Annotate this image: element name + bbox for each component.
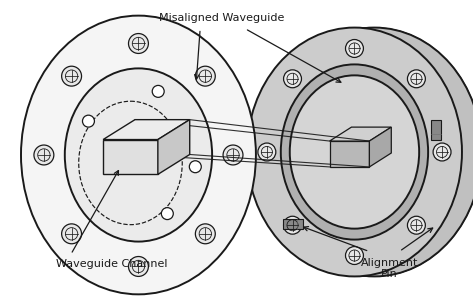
Circle shape <box>283 70 301 88</box>
Text: Waveguide Channel: Waveguide Channel <box>56 259 167 269</box>
Ellipse shape <box>281 65 428 240</box>
Circle shape <box>152 85 164 97</box>
Circle shape <box>62 66 82 86</box>
Circle shape <box>62 224 82 244</box>
Bar <box>103 140 158 175</box>
Circle shape <box>258 143 276 161</box>
Circle shape <box>34 145 54 165</box>
Ellipse shape <box>21 16 256 294</box>
Circle shape <box>223 145 243 165</box>
Circle shape <box>161 208 173 220</box>
Ellipse shape <box>247 28 462 276</box>
Polygon shape <box>283 219 303 229</box>
Ellipse shape <box>267 28 474 276</box>
Circle shape <box>283 216 301 234</box>
Polygon shape <box>431 120 441 140</box>
Circle shape <box>128 257 148 276</box>
Circle shape <box>408 70 425 88</box>
Circle shape <box>346 39 364 58</box>
Circle shape <box>189 161 201 173</box>
Polygon shape <box>369 127 392 167</box>
Circle shape <box>433 143 451 161</box>
Polygon shape <box>355 28 474 276</box>
Polygon shape <box>158 120 190 175</box>
Polygon shape <box>103 120 190 140</box>
Circle shape <box>128 34 148 53</box>
Circle shape <box>408 216 425 234</box>
Bar <box>329 141 369 167</box>
Circle shape <box>195 224 215 244</box>
Circle shape <box>346 247 364 265</box>
Text: Misaligned Waveguide: Misaligned Waveguide <box>159 13 285 23</box>
Ellipse shape <box>290 75 419 229</box>
Text: Alignment
Pin: Alignment Pin <box>361 258 418 279</box>
Circle shape <box>195 66 215 86</box>
Circle shape <box>82 115 94 127</box>
Ellipse shape <box>65 68 212 241</box>
Polygon shape <box>329 127 392 141</box>
